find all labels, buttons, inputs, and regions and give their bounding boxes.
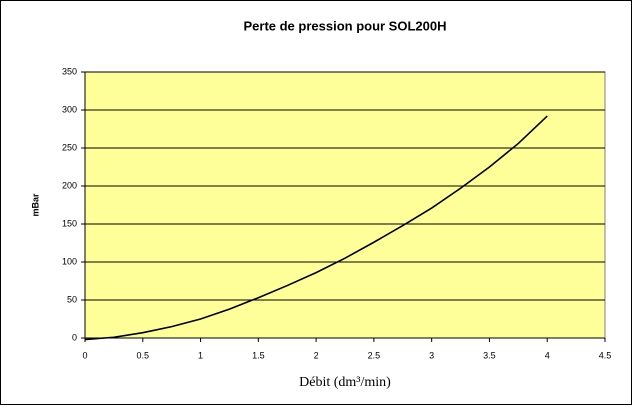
- y-tick-label: 0: [72, 332, 77, 342]
- x-tick-label: 3.5: [483, 350, 496, 360]
- y-tick-label: 50: [67, 294, 77, 304]
- x-tick-label: 2: [314, 350, 319, 360]
- x-tick-label: 4: [545, 350, 550, 360]
- y-axis-label: mBar: [30, 193, 40, 217]
- data-line: [84, 115, 548, 341]
- y-tick-label: 350: [62, 66, 77, 76]
- x-tick-label: 1.5: [252, 350, 265, 360]
- chart-title: Perte de pression pour SOL200H: [243, 18, 446, 33]
- x-tick-label: 3: [429, 350, 434, 360]
- x-tick-label: 4.5: [599, 350, 612, 360]
- x-axis-label: Débit (dm³/min): [299, 375, 391, 390]
- plot-area: [84, 71, 606, 339]
- y-tick-label: 150: [62, 218, 77, 228]
- y-tick-label: 250: [62, 142, 77, 152]
- y-tick-label: 100: [62, 256, 77, 266]
- x-tick-label: 0: [82, 350, 87, 360]
- y-tick-label: 200: [62, 180, 77, 190]
- y-tick-label: 300: [62, 104, 77, 114]
- x-tick-label: 2.5: [368, 350, 381, 360]
- x-tick-label: 1: [198, 350, 203, 360]
- x-tick-label: 0.5: [137, 350, 150, 360]
